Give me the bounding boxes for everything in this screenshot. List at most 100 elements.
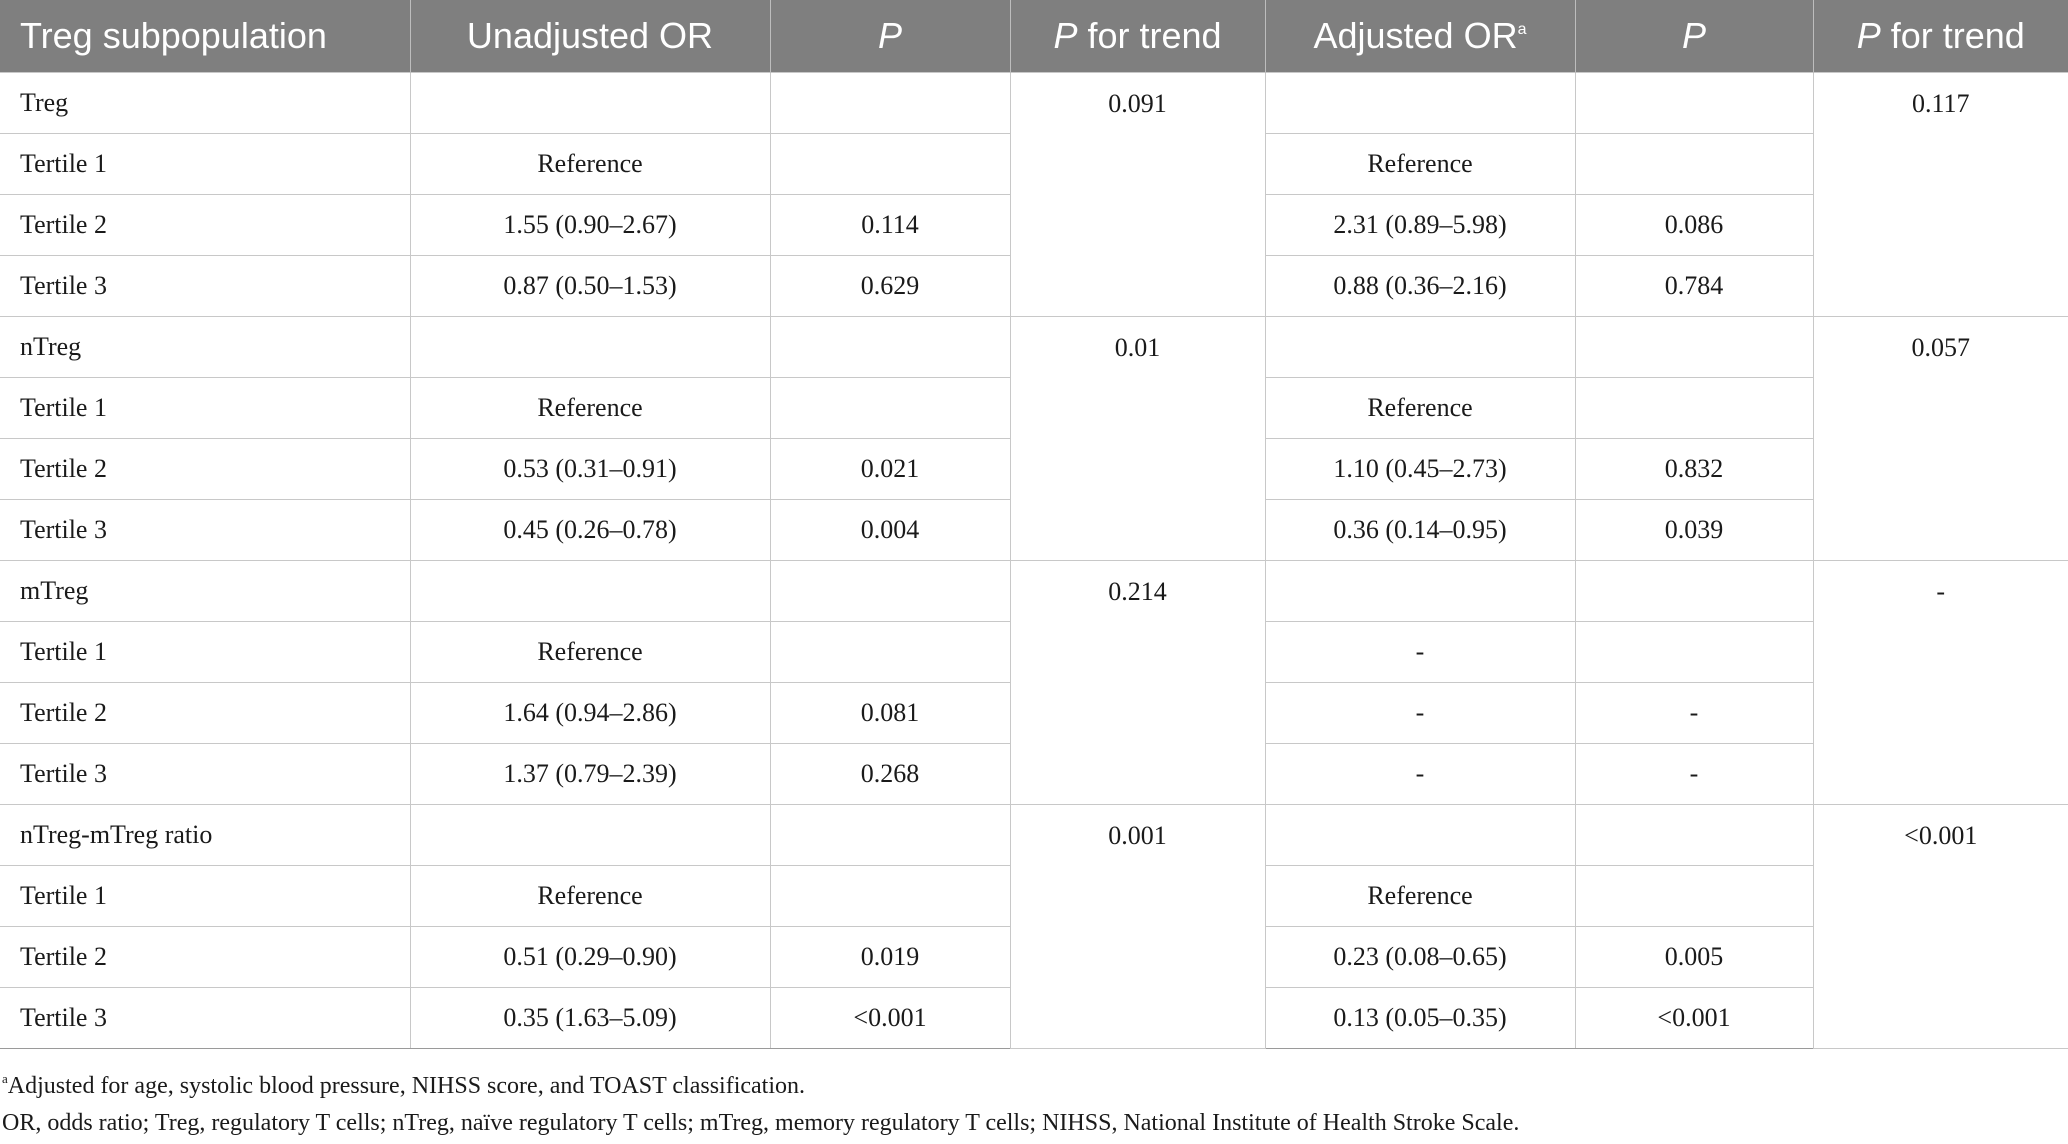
unadjusted-p-trend-cell: 0.01 <box>1009 316 1266 561</box>
unadjusted-or-cell: 0.53 (0.31–0.91) <box>409 438 771 500</box>
table-row: Tertile 2 1.64 (0.94–2.86) 0.081 - - <box>0 682 2068 744</box>
tertile-label: Tertile 1 <box>0 865 411 927</box>
unadjusted-p-cell <box>769 316 1011 378</box>
unadjusted-or-cell: 1.55 (0.90–2.67) <box>409 194 771 256</box>
tertile-label: Tertile 2 <box>0 194 411 256</box>
tertile-label: Tertile 3 <box>0 255 411 317</box>
tertile-label: Tertile 3 <box>0 743 411 805</box>
adjusted-p-cell <box>1574 133 1814 195</box>
adjusted-p-cell: 0.005 <box>1574 926 1814 988</box>
adjusted-p-trend-cell: 0.057 <box>1812 316 2068 561</box>
adjusted-or-cell <box>1264 804 1576 866</box>
unadjusted-p-cell <box>769 72 1011 134</box>
unadjusted-p-cell: 0.021 <box>769 438 1011 500</box>
unadjusted-or-cell: 0.45 (0.26–0.78) <box>409 499 771 561</box>
header-adjusted-p: P <box>1574 0 1814 73</box>
adjusted-p-cell: - <box>1574 682 1814 744</box>
table-row: Tertile 2 0.51 (0.29–0.90) 0.019 0.23 (0.08… <box>0 926 2068 988</box>
adjusted-p-trend-cell: <0.001 <box>1812 804 2068 1049</box>
group-name: mTreg <box>0 560 411 622</box>
unadjusted-p-cell <box>769 133 1011 195</box>
unadjusted-p-cell: 0.268 <box>769 743 1011 805</box>
header-adjusted-p-trend-rest: for trend <box>1880 15 2025 56</box>
unadjusted-p-cell: 0.019 <box>769 926 1011 988</box>
group-row: nTreg 0.01 0.057 <box>0 316 2068 561</box>
unadjusted-or-cell <box>409 560 771 622</box>
unadjusted-or-cell: Reference <box>409 865 771 927</box>
tertile-label: Tertile 1 <box>0 133 411 195</box>
group-name: nTreg <box>0 316 411 378</box>
header-adjusted-p-trend-italic: P <box>1856 15 1881 56</box>
adjusted-or-cell: - <box>1264 743 1576 805</box>
adjusted-or-cell: 0.23 (0.08–0.65) <box>1264 926 1576 988</box>
adjusted-p-cell <box>1574 377 1814 439</box>
table-row: Tertile 3 0.35 (1.63–5.09) <0.001 0.13 (0.0… <box>0 987 2068 1049</box>
unadjusted-or-cell: 0.35 (1.63–5.09) <box>409 987 771 1049</box>
unadjusted-or-cell <box>409 804 771 866</box>
unadjusted-p-cell: 0.004 <box>769 499 1011 561</box>
group-name: Treg <box>0 72 411 134</box>
footnote-abbreviations: OR, odds ratio; Treg, regulatory T cells… <box>2 1110 1520 1136</box>
footnote-adjusted-marker: a <box>2 1071 8 1086</box>
adjusted-p-cell <box>1574 804 1814 866</box>
results-table-container: Treg subpopulation Unadjusted OR P P for… <box>0 0 2068 1049</box>
header-unadjusted-p-trend: P for trend <box>1009 0 1266 73</box>
adjusted-p-cell <box>1574 621 1814 683</box>
table-header: Treg subpopulation Unadjusted OR P P for… <box>0 0 2068 73</box>
unadjusted-p-cell: 0.081 <box>769 682 1011 744</box>
adjusted-or-cell: 0.36 (0.14–0.95) <box>1264 499 1576 561</box>
adjusted-p-cell <box>1574 560 1814 622</box>
adjusted-p-trend-cell: - <box>1812 560 2068 805</box>
adjusted-or-cell: Reference <box>1264 133 1576 195</box>
group-row: nTreg-mTreg ratio 0.001 <0.001 <box>0 804 2068 1049</box>
adjusted-or-cell: - <box>1264 682 1576 744</box>
table-row: Tertile 1 Reference Reference <box>0 377 2068 439</box>
tertile-label: Tertile 2 <box>0 926 411 988</box>
unadjusted-p-trend-cell: 0.091 <box>1009 72 1266 317</box>
unadjusted-p-trend-cell: 0.214 <box>1009 560 1266 805</box>
unadjusted-or-cell: Reference <box>409 377 771 439</box>
header-adjusted-or-sup: a <box>1517 21 1527 38</box>
adjusted-or-cell: 1.10 (0.45–2.73) <box>1264 438 1576 500</box>
header-unadjusted-p-trend-italic: P <box>1053 15 1078 56</box>
adjusted-or-cell: 2.31 (0.89–5.98) <box>1264 194 1576 256</box>
unadjusted-or-cell <box>409 316 771 378</box>
adjusted-or-cell <box>1264 560 1576 622</box>
header-treg-subpopulation: Treg subpopulation <box>0 0 411 73</box>
adjusted-p-cell <box>1574 72 1814 134</box>
header-adjusted-or: Adjusted ORa <box>1264 0 1576 73</box>
header-adjusted-or-label: Adjusted OR <box>1313 15 1518 56</box>
unadjusted-p-cell <box>769 560 1011 622</box>
unadjusted-p-cell <box>769 804 1011 866</box>
table-row: Tertile 1 Reference Reference <box>0 133 2068 195</box>
adjusted-p-cell: - <box>1574 743 1814 805</box>
footnote-adjusted: aAdjusted for age, systolic blood pressu… <box>2 1068 1519 1105</box>
header-unadjusted-p-trend-rest: for trend <box>1077 15 1222 56</box>
adjusted-p-cell <box>1574 865 1814 927</box>
tertile-label: Tertile 3 <box>0 987 411 1049</box>
header-row: Treg subpopulation Unadjusted OR P P for… <box>0 0 2068 73</box>
header-unadjusted-p: P <box>769 0 1011 73</box>
adjusted-or-cell: Reference <box>1264 377 1576 439</box>
footnote-adjusted-text: Adjusted for age, systolic blood pressur… <box>7 1073 805 1099</box>
header-adjusted-p-label: P <box>1681 15 1706 56</box>
unadjusted-p-cell: 0.114 <box>769 194 1011 256</box>
tertile-label: Tertile 2 <box>0 682 411 744</box>
header-unadjusted-or: Unadjusted OR <box>409 0 771 73</box>
adjusted-p-cell: 0.039 <box>1574 499 1814 561</box>
table-footnotes: aAdjusted for age, systolic blood pressu… <box>2 1068 1519 1142</box>
group-name: nTreg-mTreg ratio <box>0 804 411 866</box>
tertile-label: Tertile 1 <box>0 621 411 683</box>
unadjusted-or-cell: Reference <box>409 133 771 195</box>
unadjusted-p-trend-cell: 0.001 <box>1009 804 1266 1049</box>
adjusted-or-cell: - <box>1264 621 1576 683</box>
adjusted-p-cell: 0.784 <box>1574 255 1814 317</box>
unadjusted-p-cell <box>769 377 1011 439</box>
adjusted-or-cell: 0.88 (0.36–2.16) <box>1264 255 1576 317</box>
unadjusted-p-cell <box>769 865 1011 927</box>
unadjusted-or-cell <box>409 72 771 134</box>
adjusted-or-cell <box>1264 316 1576 378</box>
treg-or-table: Treg subpopulation Unadjusted OR P P for… <box>0 0 2068 1049</box>
adjusted-p-cell: 0.086 <box>1574 194 1814 256</box>
unadjusted-or-cell: Reference <box>409 621 771 683</box>
